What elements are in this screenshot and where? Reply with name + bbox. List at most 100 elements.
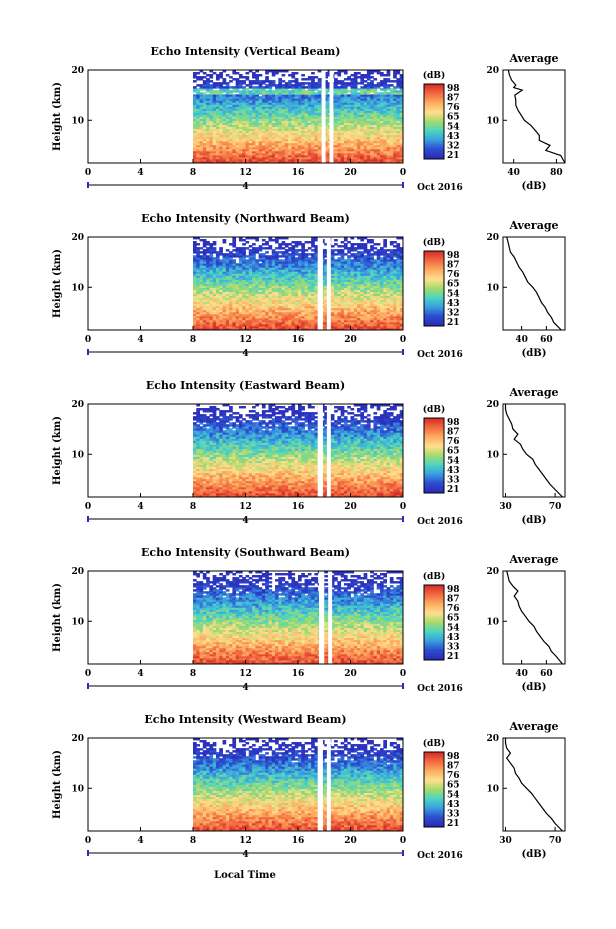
heatmap-cell <box>334 261 338 264</box>
heatmap-cell <box>311 287 315 290</box>
heatmap-cell <box>271 315 276 319</box>
heatmap-cell <box>373 265 378 268</box>
heatmap-cell <box>265 285 269 288</box>
heatmap-cell <box>209 104 214 107</box>
heatmap-cell <box>324 275 328 278</box>
heatmap-cell <box>258 146 263 150</box>
heatmap-cell <box>389 154 394 158</box>
heatmap-cell <box>314 120 319 123</box>
heatmap-cell <box>215 136 220 140</box>
heatmap-cell <box>294 90 299 93</box>
heatmap-cell <box>238 98 243 101</box>
heatmap-cell <box>340 277 345 280</box>
heatmap-cell <box>334 78 338 81</box>
heatmap-cell <box>366 132 371 136</box>
heatmap-cell <box>238 124 243 128</box>
heatmap-cell <box>245 317 250 321</box>
heatmap-cell <box>255 319 260 323</box>
heatmap-cell <box>265 130 269 134</box>
heatmap-cell <box>301 319 305 323</box>
heatmap-cell <box>215 76 220 79</box>
heatmap-cell <box>242 82 246 85</box>
heatmap-cell <box>337 259 342 262</box>
heatmap-cell <box>242 80 246 83</box>
heatmap-cell <box>314 88 319 91</box>
heatmap-cell <box>284 70 289 73</box>
heatmap-cell <box>324 98 328 101</box>
heatmap-cell <box>255 263 260 266</box>
heatmap-cell <box>275 126 279 130</box>
heatmap-cells <box>193 70 404 164</box>
heatmap-cell <box>222 140 227 144</box>
heatmap-cell <box>212 124 217 128</box>
heatmap-cell <box>294 130 299 134</box>
heatmap-cell <box>330 317 335 321</box>
heatmap-cell <box>334 136 338 140</box>
heatmap-cell <box>307 267 312 270</box>
heatmap-cell <box>366 92 371 95</box>
heatmap-cell <box>370 94 374 97</box>
heatmap-cell <box>314 134 319 138</box>
heatmap-cell <box>196 319 200 323</box>
heatmap-cell <box>232 261 237 264</box>
heatmap-cell <box>314 307 319 311</box>
heatmap-cell <box>311 279 315 282</box>
heatmap-cell <box>202 140 207 144</box>
heatmap-cell <box>193 265 197 268</box>
heatmap-cell <box>278 98 282 101</box>
heatmap-cell <box>271 287 276 290</box>
heatmap-cell <box>291 124 296 128</box>
heatmap-cell <box>258 317 263 321</box>
heatmap-cell <box>380 263 384 266</box>
heatmap-cell <box>238 275 243 278</box>
heatmap-cell <box>298 307 302 311</box>
heatmap-cell <box>222 323 227 327</box>
chart-title: Echo Intensity (Northward Beam) <box>141 212 350 225</box>
heatmap-cell <box>222 156 227 160</box>
heatmap-cell <box>311 315 315 319</box>
heatmap-cell <box>252 154 256 158</box>
heatmap-cell <box>304 82 309 85</box>
heatmap-cell <box>350 134 355 138</box>
heatmap-cell <box>212 291 217 295</box>
heatmap-cell <box>301 146 305 150</box>
heatmap-cell <box>242 118 246 121</box>
heatmap-cell <box>288 152 292 156</box>
heatmap-cell <box>353 277 358 280</box>
heatmap-cell <box>298 283 302 286</box>
heatmap-cell <box>265 265 269 268</box>
heatmap-cell <box>215 319 220 323</box>
heatmap-cell <box>294 297 299 301</box>
heatmap-cell <box>363 160 368 164</box>
heatmap-cell <box>288 273 292 276</box>
heatmap-cell <box>376 301 381 305</box>
heatmap-cell <box>252 283 256 286</box>
heatmap-cell <box>380 303 384 307</box>
heatmap-cell <box>317 100 322 103</box>
heatmap-cell <box>229 106 233 109</box>
heatmap-cell <box>324 309 328 313</box>
heatmap-cell <box>261 271 266 274</box>
heatmap-cell <box>383 132 387 136</box>
heatmap-cell <box>366 293 371 297</box>
heatmap-cell <box>376 156 381 160</box>
heatmap-cell <box>271 293 276 297</box>
heatmap-cell <box>301 327 305 331</box>
heatmap-cell <box>347 325 351 329</box>
heatmap-cell <box>281 74 286 77</box>
heatmap-cell <box>396 120 401 123</box>
heatmap-cell <box>219 309 223 313</box>
heatmap-cell <box>206 134 210 138</box>
heatmap-cell <box>311 110 315 113</box>
heatmap-cell <box>219 287 223 290</box>
heatmap-cell <box>252 293 256 297</box>
heatmap-cell <box>298 142 302 146</box>
heatmap-cell <box>202 319 207 323</box>
heatmap-cell <box>324 88 328 91</box>
heatmap-cell <box>298 293 302 297</box>
heatmap-cell <box>209 76 214 79</box>
heatmap-cell <box>255 317 260 321</box>
heatmap-cell <box>343 148 348 152</box>
heatmap-cell <box>212 138 217 142</box>
